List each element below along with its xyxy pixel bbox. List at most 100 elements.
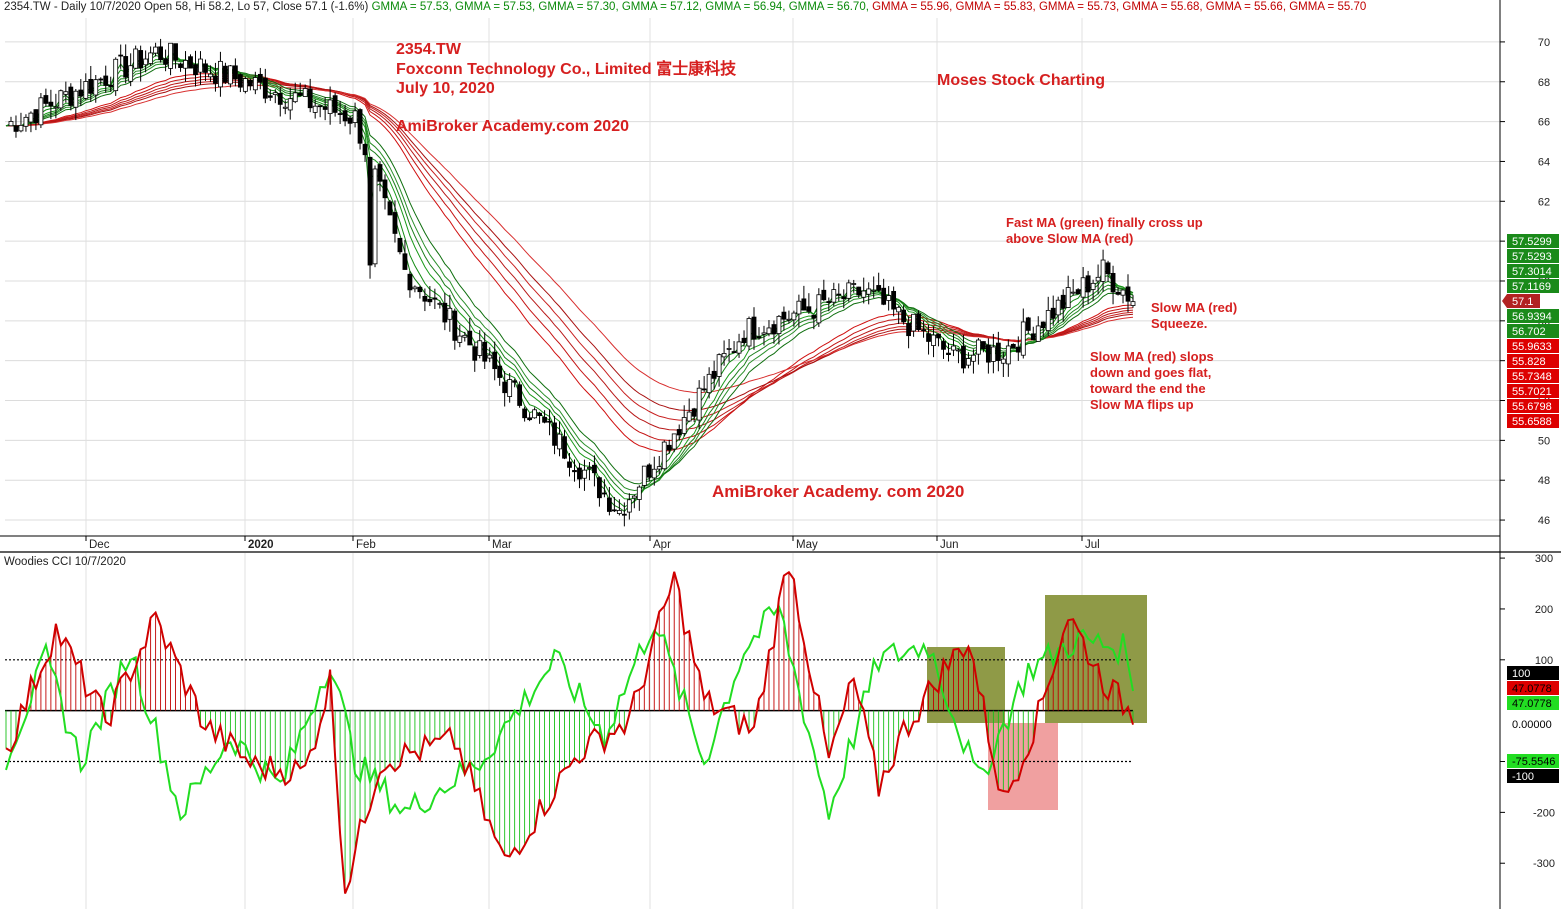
gmma-value-11: GMMA = 55.70 bbox=[1289, 1, 1367, 13]
candle-body bbox=[487, 354, 493, 359]
candle-body bbox=[562, 436, 567, 459]
slow-ma-tag: 55.6588 bbox=[1512, 416, 1552, 428]
candle-body bbox=[83, 81, 89, 99]
candle-body bbox=[133, 48, 139, 69]
candle-body bbox=[173, 43, 178, 61]
candle-body bbox=[237, 74, 243, 88]
candle-body bbox=[382, 179, 388, 199]
gmma-value-2: GMMA = 57.30, bbox=[538, 1, 622, 13]
candle-body bbox=[881, 287, 887, 305]
candle-body bbox=[183, 60, 188, 69]
fast-ma-tag-bg bbox=[1507, 279, 1559, 293]
candle-body bbox=[756, 336, 762, 339]
candle-body bbox=[826, 301, 832, 304]
fast-ma-tag-bg bbox=[1507, 249, 1559, 263]
candle-body bbox=[856, 286, 862, 296]
candle-body bbox=[417, 286, 423, 293]
cci-tick-label: 300 bbox=[1535, 553, 1553, 565]
price-tick-label: 50 bbox=[1538, 435, 1550, 447]
candle-body bbox=[442, 302, 448, 323]
cci-level-100-tag-bg bbox=[1507, 666, 1559, 680]
candle-body bbox=[631, 495, 637, 499]
annotation-moses: Moses Stock Charting bbox=[937, 72, 1106, 89]
candle-body bbox=[696, 387, 702, 421]
candle-body bbox=[267, 95, 273, 98]
candle-body bbox=[686, 411, 692, 422]
candle-body bbox=[93, 79, 99, 96]
candle-body bbox=[522, 408, 528, 419]
candle-body bbox=[33, 109, 39, 123]
candle-body bbox=[552, 422, 557, 446]
candle-body bbox=[951, 345, 956, 351]
candle-body bbox=[1115, 291, 1121, 295]
annotation-squeeze-1: Slow MA (red) bbox=[1151, 300, 1238, 315]
candle-body bbox=[447, 307, 453, 320]
candle-body bbox=[118, 54, 124, 57]
candle-body bbox=[527, 417, 533, 421]
fast-ma-tag: 57.5293 bbox=[1512, 251, 1552, 263]
candle-body bbox=[347, 117, 353, 124]
candle-body bbox=[13, 125, 19, 132]
candle-body bbox=[811, 314, 817, 319]
candle-body bbox=[1020, 321, 1026, 356]
candle-body bbox=[422, 295, 428, 302]
candle-body bbox=[936, 333, 941, 339]
slow-ma-tag: 55.828 bbox=[1512, 356, 1546, 368]
cci-tick-label: 200 bbox=[1535, 604, 1553, 616]
candle-body bbox=[128, 65, 134, 82]
candle-body bbox=[198, 58, 203, 73]
annotation-squeeze-2: Squeeze. bbox=[1151, 316, 1208, 331]
month-label: Apr bbox=[653, 539, 671, 551]
candle-body bbox=[282, 106, 288, 109]
candle-body bbox=[377, 164, 383, 182]
candle-body bbox=[292, 92, 298, 103]
candle-body bbox=[980, 341, 986, 350]
candle-body bbox=[1005, 345, 1011, 365]
candle-body bbox=[671, 433, 677, 450]
candle-body bbox=[138, 50, 144, 69]
annotation-fast-cross-2: above Slow MA (red) bbox=[1006, 231, 1134, 246]
candle-body bbox=[567, 461, 572, 468]
candle-body bbox=[816, 294, 822, 324]
candles-layer bbox=[8, 38, 1136, 527]
fast-ma-tag: 57.5299 bbox=[1512, 236, 1552, 248]
candle-body bbox=[23, 116, 29, 127]
cci-level-100-tag: 100 bbox=[1512, 668, 1530, 680]
fast-ma-tag-bg bbox=[1507, 264, 1559, 278]
candle-body bbox=[113, 58, 119, 92]
annotation-company: Foxconn Technology Co., Limited 富士康科技 bbox=[396, 61, 737, 78]
candle-body bbox=[587, 467, 592, 469]
price-tick-label: 66 bbox=[1538, 117, 1550, 129]
candle-body bbox=[312, 105, 318, 113]
candle-body bbox=[731, 351, 737, 353]
candle-body bbox=[831, 289, 837, 303]
candle-body bbox=[188, 56, 193, 69]
fast-ma-line bbox=[5, 60, 1134, 492]
candle-body bbox=[492, 351, 498, 370]
candle-body bbox=[307, 88, 313, 109]
candle-body bbox=[272, 92, 278, 95]
candle-body bbox=[716, 354, 722, 377]
candle-body bbox=[143, 58, 149, 66]
candle-body bbox=[691, 408, 697, 417]
candle-body bbox=[916, 313, 921, 330]
candle-body bbox=[871, 289, 877, 292]
candle-body bbox=[58, 90, 64, 109]
candle-body bbox=[1010, 343, 1016, 349]
candle-body bbox=[537, 412, 542, 417]
candle-body bbox=[178, 63, 183, 68]
slow-ma-tag: 55.6798 bbox=[1512, 401, 1552, 413]
slow-ma-line bbox=[5, 77, 1134, 431]
candle-body bbox=[990, 346, 996, 362]
candle-body bbox=[1090, 282, 1096, 290]
cci-slow-tag-bg bbox=[1507, 681, 1559, 695]
candle-body bbox=[88, 78, 94, 94]
candle-body bbox=[257, 73, 263, 83]
candle-body bbox=[322, 106, 328, 110]
candle-body bbox=[208, 73, 213, 78]
price-tick-label: 48 bbox=[1538, 475, 1550, 487]
candle-body bbox=[926, 333, 931, 342]
candle-body bbox=[342, 110, 348, 122]
